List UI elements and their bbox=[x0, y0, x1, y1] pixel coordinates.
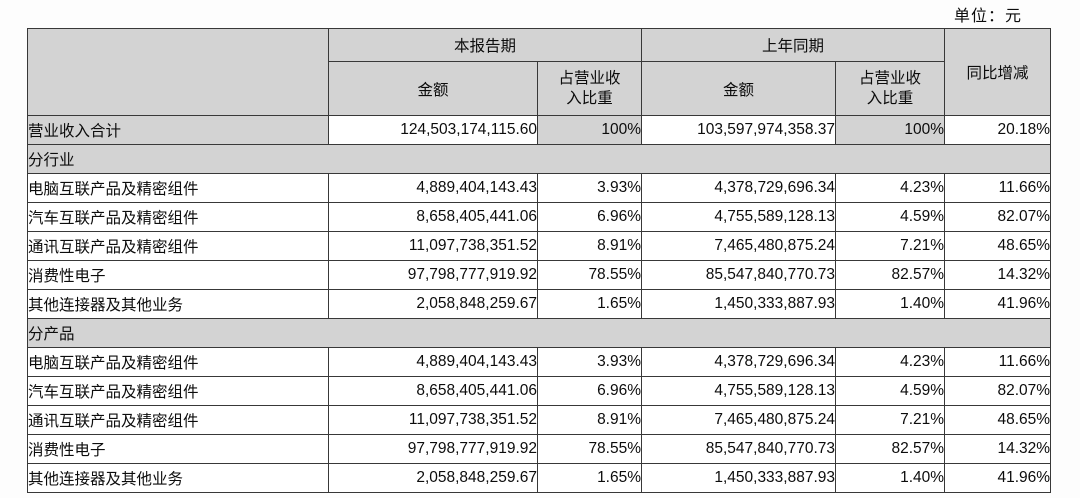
yoy-cell: 11.66% bbox=[944, 173, 1052, 203]
section-row-by-industry: 分行业 bbox=[26, 144, 1052, 174]
header-row-metrics: 金额 占营业收入比重 金额 占营业收入比重 bbox=[28, 61, 1051, 116]
prior-pct-cell: 1.40% bbox=[835, 463, 946, 493]
table-row: 汽车互联产品及精密组件 8,658,405,441.06 6.96% 4,755… bbox=[27, 202, 1052, 232]
row-label-cell: 汽车互联产品及精密组件 bbox=[27, 376, 329, 406]
row-label-cell: 消费性电子 bbox=[27, 260, 329, 290]
revenue-breakdown-table: 本报告期 上年同期 同比增减 金额 占营业收入比重 金额 占营业收入比重 营业收… bbox=[26, 28, 1052, 493]
row-label-cell: 营业收入合计 bbox=[27, 115, 329, 145]
row-label-cell: 电脑互联产品及精密组件 bbox=[27, 347, 329, 377]
current-amount-cell: 11,097,738,351.52 bbox=[328, 405, 538, 435]
yoy-cell: 14.32% bbox=[944, 434, 1052, 464]
header-row-periods: 本报告期 上年同期 同比增减 bbox=[27, 28, 1052, 116]
header-current-period: 本报告期 bbox=[327, 28, 643, 62]
prior-pct-cell: 82.57% bbox=[835, 260, 946, 290]
table-row: 电脑互联产品及精密组件 4,889,404,143.43 3.93% 4,378… bbox=[27, 347, 1052, 377]
table-row: 消费性电子 97,798,777,919.92 78.55% 85,547,84… bbox=[27, 260, 1052, 290]
row-label-cell: 通讯互联产品及精密组件 bbox=[27, 405, 329, 435]
current-pct-cell: 78.55% bbox=[536, 260, 643, 290]
current-pct-cell: 3.93% bbox=[536, 173, 643, 203]
yoy-cell: 41.96% bbox=[944, 289, 1052, 319]
current-pct-cell: 78.55% bbox=[536, 434, 643, 464]
current-amount-cell: 124,503,174,115.60 bbox=[328, 115, 538, 145]
prior-pct-cell: 4.23% bbox=[835, 173, 946, 203]
prior-amount-cell: 4,378,729,696.34 bbox=[641, 347, 837, 377]
prior-amount-cell: 85,547,840,770.73 bbox=[641, 260, 837, 290]
section-label-cell: 分行业 bbox=[26, 144, 1052, 174]
prior-amount-cell: 4,378,729,696.34 bbox=[641, 173, 837, 203]
current-pct-cell: 8.91% bbox=[536, 405, 643, 435]
row-label-cell: 通讯互联产品及精密组件 bbox=[27, 231, 329, 261]
header-yoy-change: 同比增减 bbox=[944, 28, 1052, 116]
current-amount-cell: 4,889,404,143.43 bbox=[328, 347, 538, 377]
yoy-cell: 20.18% bbox=[944, 115, 1052, 145]
prior-amount-cell: 85,547,840,770.73 bbox=[641, 434, 837, 464]
row-label-cell: 其他连接器及其他业务 bbox=[27, 289, 329, 319]
yoy-cell: 82.07% bbox=[944, 202, 1052, 232]
row-label-cell: 汽车互联产品及精密组件 bbox=[27, 202, 329, 232]
section-label-cell: 分产品 bbox=[26, 318, 1052, 348]
header-amount-current: 金额 bbox=[328, 61, 538, 116]
prior-pct-cell: 82.57% bbox=[835, 434, 946, 464]
header-pct-current: 占营业收入比重 bbox=[536, 61, 643, 116]
current-amount-cell: 11,097,738,351.52 bbox=[328, 231, 538, 261]
table-row: 其他连接器及其他业务 2,058,848,259.67 1.65% 1,450,… bbox=[27, 289, 1052, 319]
table-row: 通讯互联产品及精密组件 11,097,738,351.52 8.91% 7,46… bbox=[27, 231, 1052, 261]
current-pct-cell: 8.91% bbox=[536, 231, 643, 261]
prior-pct-cell: 1.40% bbox=[835, 289, 946, 319]
row-label-cell: 电脑互联产品及精密组件 bbox=[27, 173, 329, 203]
current-amount-cell: 2,058,848,259.67 bbox=[328, 289, 538, 319]
header-prior-period: 上年同期 bbox=[641, 28, 946, 62]
current-amount-cell: 2,058,848,259.67 bbox=[328, 463, 538, 493]
header-amount-prior: 金额 bbox=[641, 61, 837, 116]
table-row: 其他连接器及其他业务 2,058,848,259.67 1.65% 1,450,… bbox=[27, 463, 1052, 493]
yoy-cell: 14.32% bbox=[944, 260, 1052, 290]
yoy-cell: 48.65% bbox=[944, 231, 1052, 261]
prior-pct-cell: 4.23% bbox=[835, 347, 946, 377]
current-pct-cell: 3.93% bbox=[536, 347, 643, 377]
table-row: 通讯互联产品及精密组件 11,097,738,351.52 8.91% 7,46… bbox=[27, 405, 1052, 435]
current-pct-cell: 1.65% bbox=[536, 289, 643, 319]
table-row: 消费性电子 97,798,777,919.92 78.55% 85,547,84… bbox=[27, 434, 1052, 464]
yoy-cell: 82.07% bbox=[944, 376, 1052, 406]
prior-amount-cell: 7,465,480,875.24 bbox=[641, 231, 837, 261]
current-pct-cell: 100% bbox=[536, 115, 643, 145]
prior-pct-cell: 7.21% bbox=[835, 405, 946, 435]
prior-amount-cell: 7,465,480,875.24 bbox=[641, 405, 837, 435]
current-amount-cell: 97,798,777,919.92 bbox=[328, 260, 538, 290]
header-pct-current-text: 占营业收入比重 bbox=[558, 69, 621, 107]
prior-pct-cell: 7.21% bbox=[835, 231, 946, 261]
prior-pct-cell: 4.59% bbox=[835, 376, 946, 406]
prior-pct-cell: 4.59% bbox=[835, 202, 946, 232]
prior-amount-cell: 103,597,974,358.37 bbox=[641, 115, 837, 145]
yoy-cell: 11.66% bbox=[944, 347, 1052, 377]
unit-label: 单位：元 bbox=[953, 8, 1022, 25]
prior-amount-cell: 1,450,333,887.93 bbox=[641, 463, 837, 493]
yoy-cell: 41.96% bbox=[944, 463, 1052, 493]
header-pct-prior-text: 占营业收入比重 bbox=[859, 69, 922, 107]
current-amount-cell: 97,798,777,919.92 bbox=[328, 434, 538, 464]
current-amount-cell: 4,889,404,143.43 bbox=[328, 173, 538, 203]
row-label-cell: 消费性电子 bbox=[27, 434, 329, 464]
current-pct-cell: 6.96% bbox=[536, 376, 643, 406]
prior-pct-cell: 100% bbox=[835, 115, 946, 145]
table-row: 汽车互联产品及精密组件 8,658,405,441.06 6.96% 4,755… bbox=[27, 376, 1052, 406]
current-amount-cell: 8,658,405,441.06 bbox=[328, 202, 538, 232]
current-pct-cell: 6.96% bbox=[536, 202, 643, 232]
prior-amount-cell: 4,755,589,128.13 bbox=[641, 202, 837, 232]
yoy-cell: 48.65% bbox=[944, 405, 1052, 435]
current-pct-cell: 1.65% bbox=[536, 463, 643, 493]
current-amount-cell: 8,658,405,441.06 bbox=[328, 376, 538, 406]
prior-amount-cell: 1,450,333,887.93 bbox=[641, 289, 837, 319]
header-pct-prior: 占营业收入比重 bbox=[835, 61, 946, 116]
corner-cell bbox=[27, 28, 329, 116]
row-label-cell: 其他连接器及其他业务 bbox=[27, 463, 329, 493]
table-row: 电脑互联产品及精密组件 4,889,404,143.43 3.93% 4,378… bbox=[27, 173, 1052, 203]
section-row-by-product: 分产品 bbox=[26, 318, 1052, 348]
prior-amount-cell: 4,755,589,128.13 bbox=[641, 376, 837, 406]
table-row-total: 营业收入合计 124,503,174,115.60 100% 103,597,9… bbox=[27, 115, 1052, 145]
